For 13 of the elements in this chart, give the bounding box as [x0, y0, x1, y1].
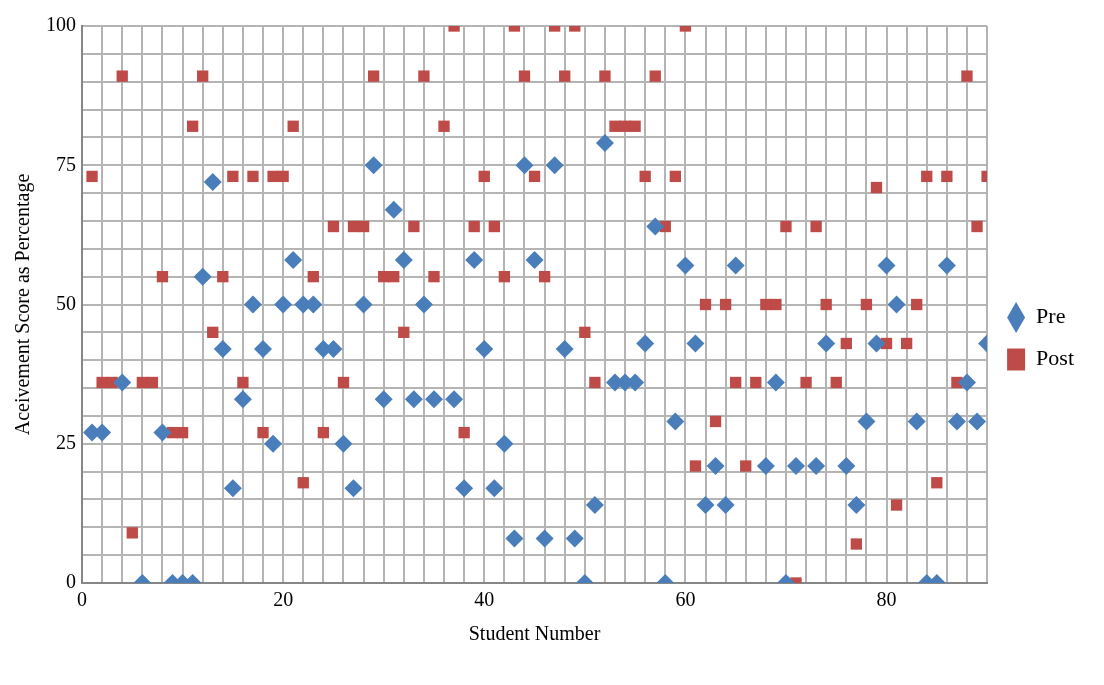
- x-tick-label: 40: [474, 588, 495, 611]
- x-tick-label: 60: [675, 588, 696, 611]
- y-tick-label: 0: [66, 570, 76, 593]
- x-axis-title: Student Number: [468, 622, 601, 645]
- y-tick-label: 25: [56, 431, 76, 453]
- y-tick-label: 50: [56, 291, 76, 314]
- y-tick-label: 100: [46, 13, 76, 36]
- y-axis-title: Aceivement Score as Percentage: [11, 173, 35, 436]
- x-tick-label: 20: [273, 588, 294, 611]
- y-tick-label: 75: [56, 152, 76, 175]
- legend-label: Pre: [1036, 303, 1066, 329]
- legend-label: Post: [1036, 345, 1075, 371]
- x-tick-label: 80: [876, 588, 897, 611]
